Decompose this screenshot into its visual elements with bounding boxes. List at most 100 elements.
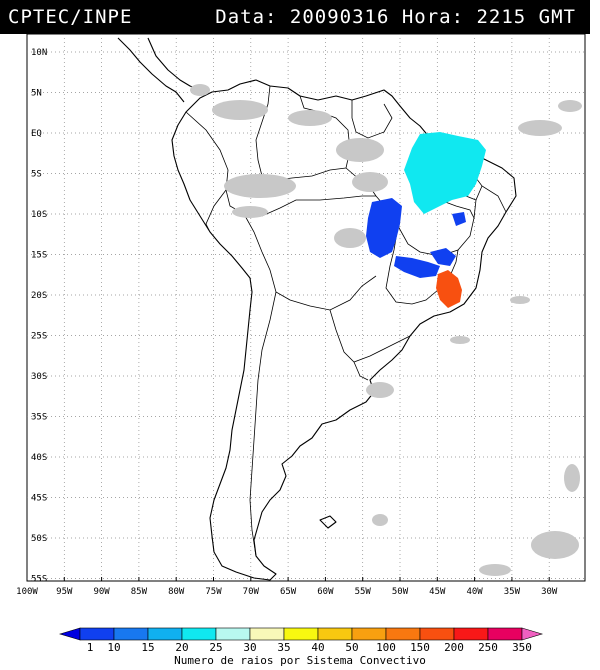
convection-patch — [224, 174, 296, 198]
legend-swatch — [283, 627, 319, 641]
lon-tick-label: 100W — [16, 587, 38, 597]
lon-tick-label: 55W — [355, 587, 372, 597]
legend-value-label: 100 — [376, 641, 396, 654]
map-grid — [26, 34, 585, 581]
lat-tick-label: 5S — [31, 170, 42, 180]
cell-blue-3 — [430, 248, 456, 266]
datetime-label: Data: 20090316 Hora: 2215 GMT — [215, 6, 576, 28]
lon-tick-label: 75W — [205, 587, 222, 597]
convection-patch — [518, 120, 562, 136]
legend-value-label: 20 — [175, 641, 188, 654]
legend-swatch — [351, 627, 387, 641]
lon-tick-label: 95W — [56, 587, 73, 597]
lon-tick-label: 40W — [466, 587, 483, 597]
falklands-outline — [319, 515, 337, 529]
lat-tick-label: EQ — [31, 129, 42, 139]
lon-tick-label: 65W — [280, 587, 297, 597]
convection-patch — [372, 514, 388, 526]
legend-title: Numero de raios por Sistema Convectivo — [174, 654, 426, 667]
legend-value-label: 150 — [410, 641, 430, 654]
central-america-outline-2 — [117, 37, 185, 103]
lat-tick-label: 10N — [31, 48, 47, 58]
convection-patch — [334, 228, 366, 248]
legend-arrow-high — [521, 627, 544, 641]
legend-swatch — [181, 627, 217, 641]
lon-tick-label: 80W — [168, 587, 185, 597]
lon-tick-label: 60W — [317, 587, 334, 597]
lightning-cells — [366, 132, 486, 308]
convection-patch — [531, 531, 579, 559]
convection-patch — [336, 138, 384, 162]
legend-swatch — [147, 627, 183, 641]
legend-colorbar: 1 10 15 20 25 30 35 40 50 100 150 200 250 350 — [58, 627, 544, 654]
border — [351, 100, 393, 139]
cell-orange — [436, 270, 462, 308]
lat-tick-label: 30S — [31, 372, 47, 382]
lon-tick-label: 90W — [93, 587, 110, 597]
convection-patch — [212, 100, 268, 120]
gray-convection — [190, 84, 582, 576]
lat-tick-label: 10S — [31, 210, 47, 220]
lon-tick-label: 45W — [429, 587, 446, 597]
legend-swatch — [453, 627, 489, 641]
convection-patch — [366, 382, 394, 398]
central-america-outline — [147, 37, 201, 91]
convection-patch — [190, 84, 210, 96]
border — [249, 291, 277, 557]
border — [243, 213, 377, 311]
legend-value-label: 10 — [107, 641, 120, 654]
convection-patch — [450, 336, 470, 344]
legend-swatch — [113, 627, 149, 641]
lat-tick-label: 20S — [31, 291, 47, 301]
lat-tick-label: 45S — [31, 494, 47, 504]
legend-swatch — [317, 627, 353, 641]
convection-patch — [352, 172, 388, 192]
legend-arrow-low — [58, 627, 81, 641]
legend-value-label: 350 — [512, 641, 532, 654]
lat-tick-label: 25S — [31, 332, 47, 342]
convection-patch — [564, 464, 580, 492]
map-header: CPTEC/INPE Data: 20090316 Hora: 2215 GMT — [0, 0, 590, 34]
source-label: CPTEC/INPE — [8, 6, 133, 28]
latitude-labels: 10N 5N EQ 5S 10S 15S 20S 25S 30S 35S 40S 45S 50S 55S — [31, 48, 47, 585]
convection-patch — [479, 564, 511, 576]
border — [329, 309, 411, 363]
lat-tick-label: 15S — [31, 251, 47, 261]
legend-swatch — [419, 627, 455, 641]
lat-tick-label: 5N — [31, 89, 42, 99]
lon-tick-label: 30W — [541, 587, 558, 597]
south-america-coastline — [171, 79, 517, 581]
convection-patch — [558, 100, 582, 112]
legend-value-label: 1 — [87, 641, 94, 654]
lon-tick-label: 50W — [392, 587, 409, 597]
legend-swatch — [215, 627, 251, 641]
legend-value-label: 15 — [141, 641, 154, 654]
legend-value-label: 50 — [345, 641, 358, 654]
convection-patch — [288, 110, 332, 126]
legend-value-label: 25 — [209, 641, 222, 654]
legend-swatch — [79, 627, 115, 641]
legend-swatch — [249, 627, 285, 641]
convection-patch — [510, 296, 530, 304]
cell-blue — [366, 198, 402, 258]
lat-tick-label: 35S — [31, 413, 47, 423]
lat-tick-label: 55S — [31, 575, 47, 585]
lat-tick-label: 40S — [31, 453, 47, 463]
lon-tick-label: 35W — [504, 587, 521, 597]
legend-value-label: 30 — [243, 641, 256, 654]
border — [353, 361, 369, 381]
border — [205, 189, 227, 233]
cell-blue-2 — [394, 256, 440, 278]
legend-value-label: 200 — [444, 641, 464, 654]
continent-outline — [117, 37, 517, 581]
cell-blue-4 — [452, 212, 466, 226]
legend-value-label: 250 — [478, 641, 498, 654]
legend-value-label: 40 — [311, 641, 324, 654]
lon-tick-label: 85W — [131, 587, 148, 597]
legend-value-label: 35 — [277, 641, 290, 654]
convection-patch — [232, 206, 268, 218]
border — [385, 225, 439, 305]
legend-swatch — [487, 627, 523, 641]
legend-swatch — [385, 627, 421, 641]
